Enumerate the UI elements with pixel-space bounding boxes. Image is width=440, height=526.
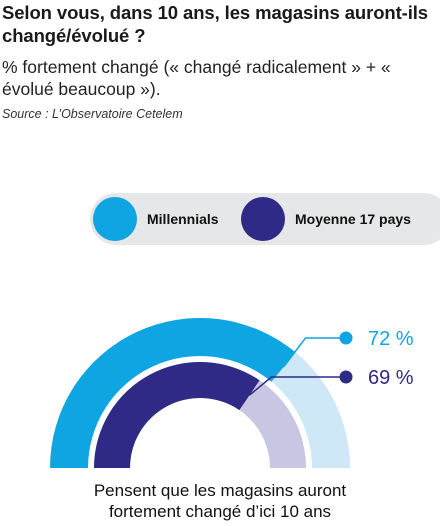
caption-line-1: Pensent que les magasins auront (93, 481, 347, 500)
label-dot-average (339, 370, 353, 384)
label-dot-millennials (339, 331, 353, 345)
leader-line-average (248, 376, 346, 396)
chart-subtitle: % fortement changé (« changé radicalemen… (2, 57, 391, 99)
legend-swatch-average (241, 197, 285, 241)
legend-swatch-millennials (93, 197, 137, 241)
legend-item-millennials: Millennials (93, 196, 219, 242)
gauge-chart: 72 % 69 % (50, 318, 414, 468)
data-label-average: 69 % (368, 367, 414, 389)
gauge-arc-average (94, 362, 260, 468)
gauge-arc-millennials (50, 318, 296, 468)
chart-title: Selon vous, dans 10 ans, les magasins au… (2, 2, 428, 46)
legend-label-average: Moyenne 17 pays (295, 211, 411, 227)
data-label-millennials: 72 % (368, 328, 414, 350)
legend-label-millennials: Millennials (147, 211, 219, 227)
legend: Millennials Moyenne 17 pays (90, 193, 440, 245)
legend-item-average: Moyenne 17 pays (241, 196, 411, 242)
chart-caption: Pensent que les magasins auront fortemen… (0, 480, 440, 522)
leader-line-millennials (282, 337, 346, 368)
source-note: Source : L’Observatoire Cetelem (2, 107, 183, 121)
caption-line-2: fortement changé d’ici 10 ans (108, 502, 332, 521)
